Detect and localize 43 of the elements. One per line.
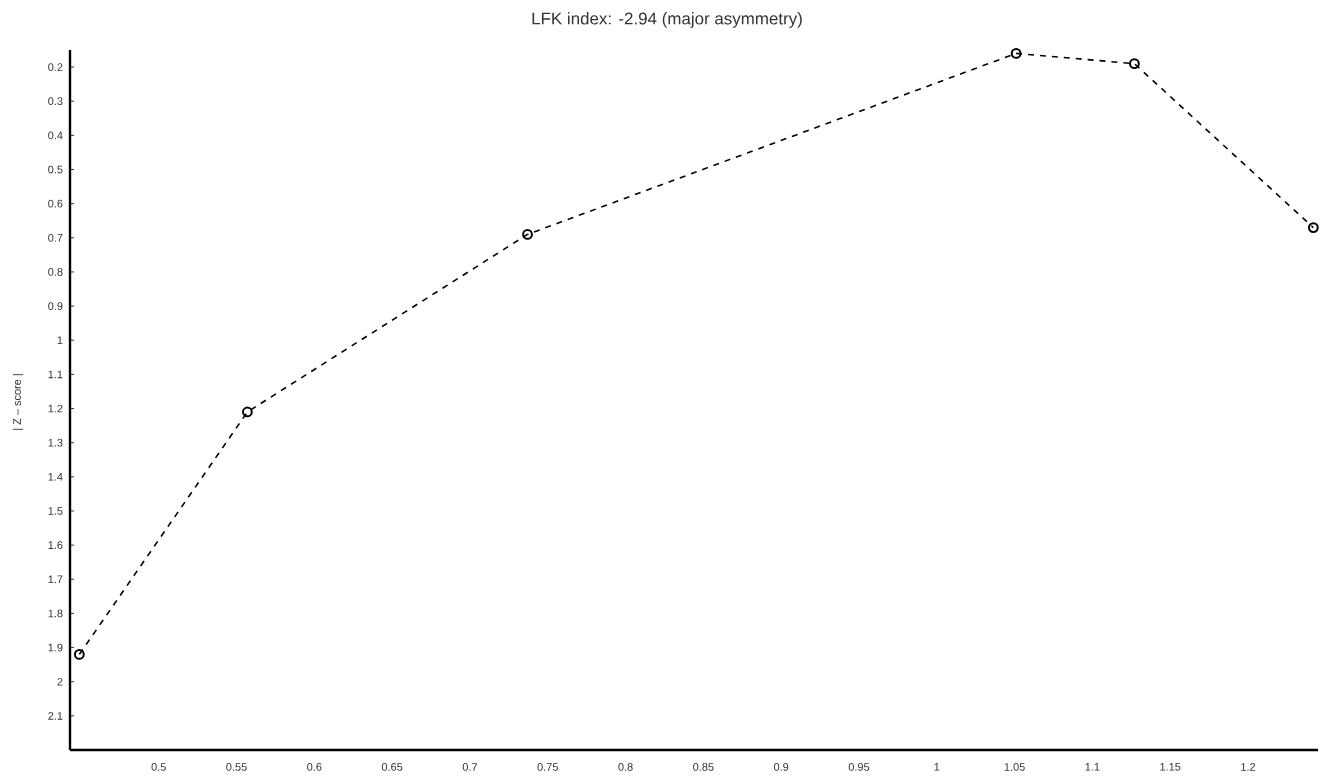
y-tick-label: 1.3 — [48, 438, 63, 447]
y-tick-label: 2 — [57, 677, 63, 686]
x-tick-label: 0.8 — [618, 762, 633, 771]
y-tick-label: 1.2 — [48, 404, 63, 413]
y-tick-label: 1.8 — [48, 609, 63, 618]
x-tick-label: 0.7 — [462, 762, 478, 771]
y-tick-label: 1.7 — [48, 575, 63, 583]
y-tick-label: 0.7 — [48, 233, 63, 242]
point — [242, 406, 253, 418]
chart-title: LFK index: -2.94 (major asymmetry) — [532, 11, 802, 28]
y-tick-label: 1.5 — [48, 506, 63, 515]
y-tick-label: 0.6 — [48, 199, 63, 208]
y-tick-label: 1.9 — [48, 643, 63, 652]
x-tick-label: 1.2 — [1241, 762, 1256, 771]
x-tick-label: 0.85 — [693, 762, 714, 771]
x-tick-label: 1.1 — [1085, 762, 1100, 771]
y-axis-title: | Z – score | — [12, 374, 24, 430]
x-tick-label: 0.6 — [307, 762, 322, 771]
y-tick-label: 1.4 — [48, 472, 63, 481]
x-tick-label: 0.95 — [848, 762, 870, 771]
point — [1129, 58, 1140, 69]
x-tick-label: 0.5 — [151, 762, 166, 771]
y-tick-label: 0.4 — [48, 131, 63, 140]
y-tick-label: 0.5 — [48, 165, 63, 174]
y-tick-label: 1.1 — [48, 370, 63, 378]
y-tick-label: 0.3 — [48, 97, 63, 105]
x-tick-label: 0.9 — [773, 762, 789, 771]
point — [1307, 221, 1319, 233]
x-tick-label: 1 — [934, 762, 940, 771]
x-tick-label: 0.75 — [537, 762, 558, 771]
y-tick-label: 0.8 — [48, 267, 63, 276]
y-tick-label: 2.1 — [48, 711, 63, 720]
point — [522, 228, 533, 240]
x-tick-label: 1.05 — [1004, 762, 1025, 771]
y-tick-label: 1 — [57, 336, 63, 344]
y-tick-label: 0.9 — [48, 302, 63, 310]
y-tick-label: 0.2 — [48, 62, 63, 71]
x-tick-label: 0.55 — [226, 762, 247, 771]
point — [73, 648, 85, 660]
x-tick-label: 1.15 — [1160, 762, 1181, 771]
x-tick-label: 0.65 — [381, 762, 403, 771]
y-tick-label: 1.6 — [48, 541, 63, 549]
point — [1010, 47, 1022, 59]
